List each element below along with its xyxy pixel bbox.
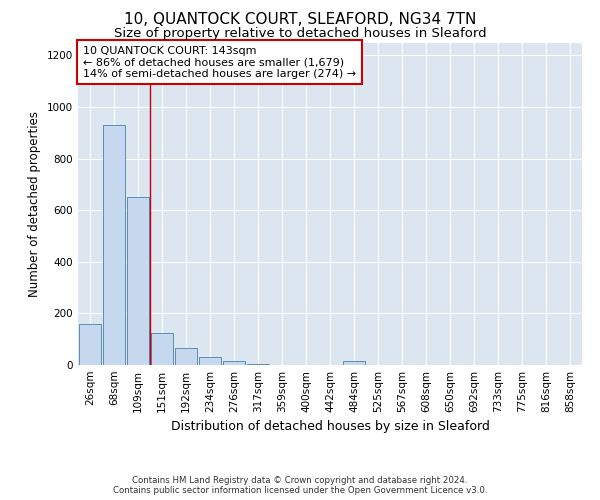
Bar bbox=[127, 198, 149, 365]
Bar bbox=[175, 348, 197, 365]
Bar bbox=[223, 361, 245, 365]
Bar bbox=[151, 333, 173, 365]
Bar bbox=[103, 125, 125, 365]
Bar bbox=[343, 361, 365, 365]
Text: 10 QUANTOCK COURT: 143sqm
← 86% of detached houses are smaller (1,679)
14% of se: 10 QUANTOCK COURT: 143sqm ← 86% of detac… bbox=[83, 46, 356, 79]
Text: Contains HM Land Registry data © Crown copyright and database right 2024.
Contai: Contains HM Land Registry data © Crown c… bbox=[113, 476, 487, 495]
X-axis label: Distribution of detached houses by size in Sleaford: Distribution of detached houses by size … bbox=[170, 420, 490, 434]
Bar bbox=[79, 324, 101, 365]
Text: 10, QUANTOCK COURT, SLEAFORD, NG34 7TN: 10, QUANTOCK COURT, SLEAFORD, NG34 7TN bbox=[124, 12, 476, 28]
Bar bbox=[199, 358, 221, 365]
Text: Size of property relative to detached houses in Sleaford: Size of property relative to detached ho… bbox=[113, 28, 487, 40]
Y-axis label: Number of detached properties: Number of detached properties bbox=[28, 111, 41, 296]
Bar bbox=[247, 364, 269, 365]
